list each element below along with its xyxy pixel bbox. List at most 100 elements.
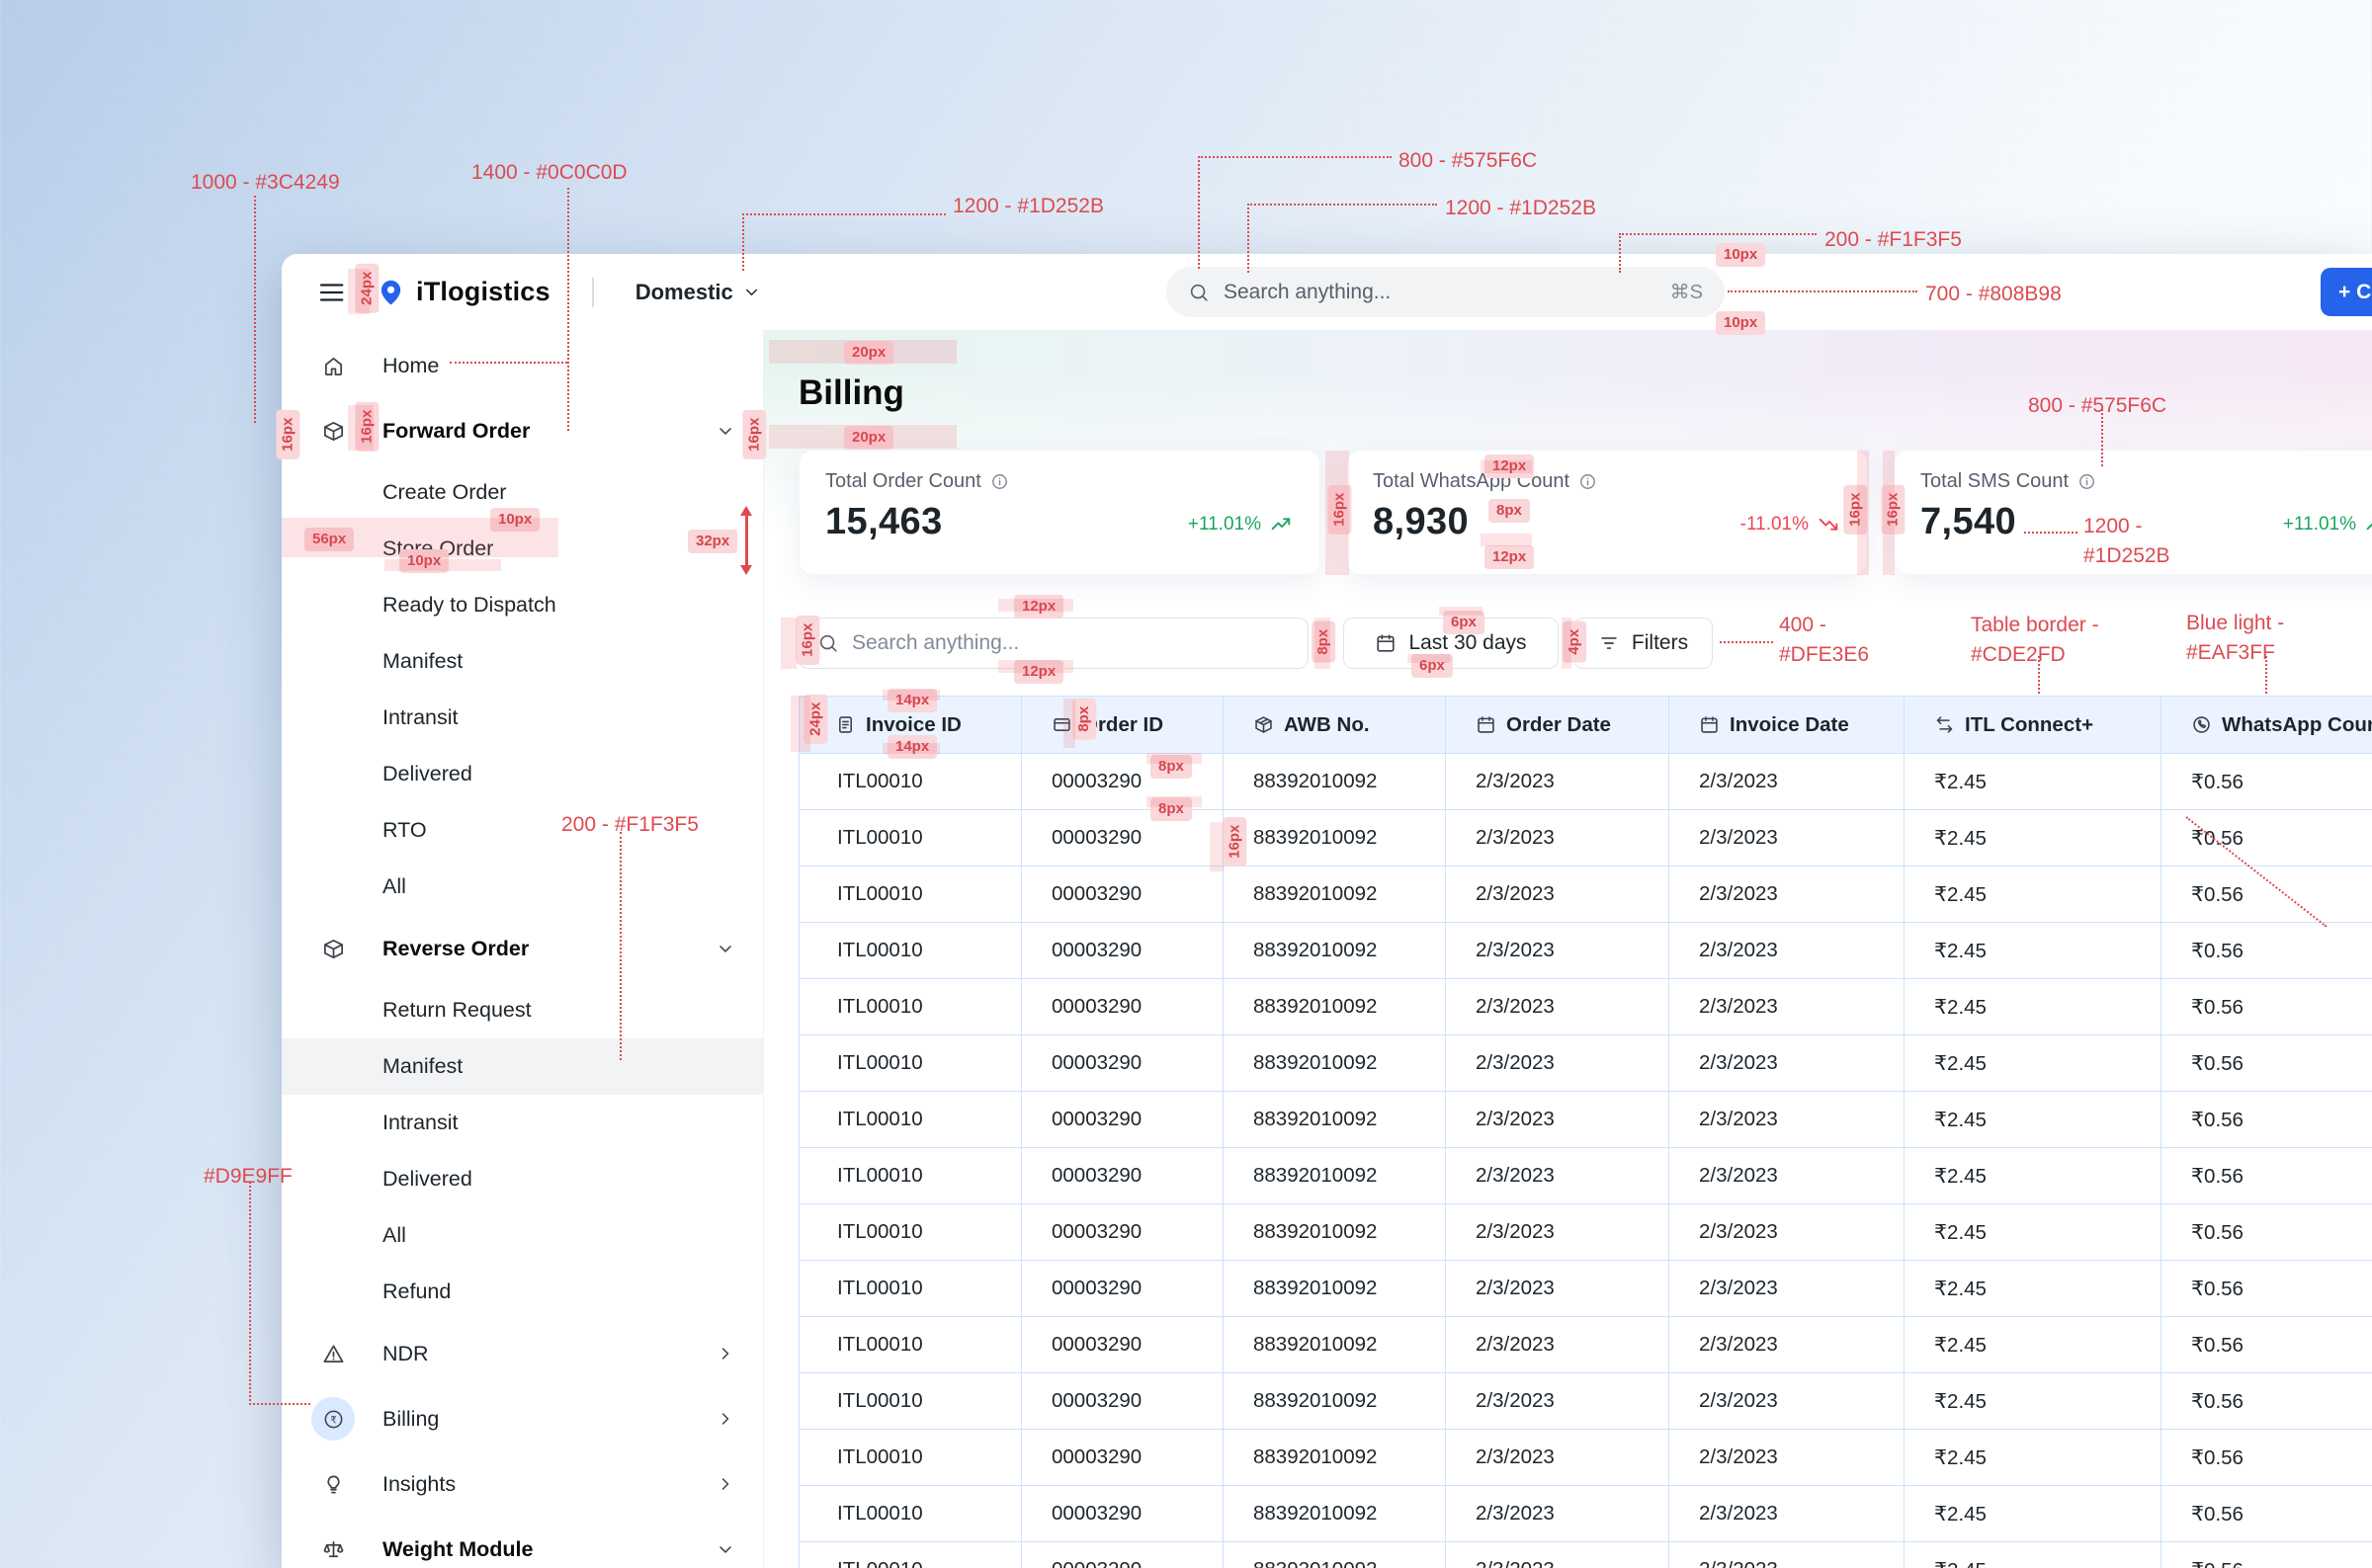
column-header-awb-no[interactable]: AWB No. — [1224, 697, 1446, 753]
cell-invoice-id: ITL00010 — [800, 1542, 1022, 1568]
table-row[interactable]: ITL0001000003290883920100922/3/20232/3/2… — [800, 866, 2372, 922]
date-range-button[interactable]: Last 30 days — [1343, 618, 1559, 669]
column-header-label: Order ID — [1082, 713, 1163, 737]
box-icon — [311, 927, 355, 970]
search-icon — [1188, 282, 1210, 303]
sidebar-item-ready-to-dispatch[interactable]: Ready to Dispatch — [282, 577, 763, 633]
annotation-line — [1619, 233, 1817, 235]
table-row[interactable]: ITL0001000003290883920100922/3/20232/3/2… — [800, 1485, 2372, 1541]
cell-invoice-date: 2/3/2023 — [1669, 979, 1905, 1034]
filters-button[interactable]: Filters — [1573, 618, 1713, 669]
sidebar-item-label: NDR — [382, 1342, 429, 1366]
cell-whatsapp-count: ₹0.56 — [2161, 810, 2372, 866]
brand-logo[interactable]: iTlogistics — [376, 277, 551, 307]
sidebar-item-label: Delivered — [382, 1167, 472, 1192]
column-header-whatsapp-count[interactable]: WhatsApp Count — [2161, 697, 2372, 753]
sidebar-item-home[interactable]: Home — [282, 334, 763, 397]
sidebar-item-create-order[interactable]: Create Order — [282, 464, 763, 521]
table-row[interactable]: ITL0001000003290883920100922/3/20232/3/2… — [800, 1260, 2372, 1316]
annotation-label: 1000 - #3C4249 — [191, 168, 340, 198]
column-header-invoice-id[interactable]: Invoice ID — [800, 697, 1022, 753]
cell-order-id: 00003290 — [1022, 1542, 1224, 1568]
annotation-line — [249, 1182, 251, 1405]
cell-whatsapp-count: ₹0.56 — [2161, 1430, 2372, 1485]
sidebar-item-ndr[interactable]: NDR — [282, 1322, 763, 1385]
sidebar-item-intransit[interactable]: Intransit — [282, 1095, 763, 1151]
sidebar-item-delivered[interactable]: Delivered — [282, 746, 763, 802]
column-header-invoice-date[interactable]: Invoice Date — [1669, 697, 1905, 753]
column-header-order-id[interactable]: Order ID — [1022, 697, 1224, 753]
cell-order-date: 2/3/2023 — [1446, 754, 1669, 809]
cell-order-id: 00003290 — [1022, 754, 1224, 809]
cell-awb-no: 88392010092 — [1224, 1092, 1446, 1147]
filter-icon — [1598, 632, 1620, 654]
sidebar-item-insights[interactable]: Insights — [282, 1452, 763, 1516]
cell-awb-no: 88392010092 — [1224, 1542, 1446, 1568]
global-search-input[interactable]: Search anything... ⌘S — [1166, 267, 1725, 317]
table-row[interactable]: ITL0001000003290883920100922/3/20232/3/2… — [800, 1429, 2372, 1485]
region-selector[interactable]: Domestic — [635, 280, 761, 305]
table-row[interactable]: ITL0001000003290883920100922/3/20232/3/2… — [800, 1372, 2372, 1429]
sidebar-item-reverse-order[interactable]: Reverse Order — [282, 917, 763, 980]
info-icon[interactable] — [2077, 472, 2096, 491]
table-row[interactable]: ITL0001000003290883920100922/3/20232/3/2… — [800, 978, 2372, 1034]
table-row[interactable]: ITL0001000003290883920100922/3/20232/3/2… — [800, 1091, 2372, 1147]
cell-invoice-id: ITL00010 — [800, 810, 1022, 866]
create-button[interactable]: + C — [2321, 268, 2372, 316]
table-row[interactable]: ITL0001000003290883920100922/3/20232/3/2… — [800, 753, 2372, 809]
sidebar-item-delivered[interactable]: Delivered — [282, 1151, 763, 1207]
chevron-down-icon — [716, 421, 735, 441]
sidebar-item-manifest[interactable]: Manifest — [282, 1038, 763, 1095]
stat-card-total-whatsapp-count: Total WhatsApp Count 8,930 -11.01% — [1346, 450, 1868, 575]
column-header-itl-connect[interactable]: ITL Connect+ — [1905, 697, 2161, 753]
table-body: ITL0001000003290883920100922/3/20232/3/2… — [800, 753, 2372, 1568]
table-search-input[interactable]: Search anything... — [799, 618, 1309, 669]
cell-invoice-id: ITL00010 — [800, 1035, 1022, 1091]
region-label: Domestic — [635, 280, 733, 305]
sidebar-item-all[interactable]: All — [282, 859, 763, 915]
cell-invoice-date: 2/3/2023 — [1669, 867, 1905, 922]
sidebar-item-label: Home — [382, 354, 439, 378]
sidebar-item-store-order[interactable]: Store Order — [282, 521, 763, 577]
table-header-row: Invoice ID Order ID AWB No.Order DateInvoi… — [800, 697, 2372, 753]
cell-whatsapp-count: ₹0.56 — [2161, 1542, 2372, 1568]
sidebar-item-rto[interactable]: RTO — [282, 802, 763, 859]
cell-invoice-date: 2/3/2023 — [1669, 1373, 1905, 1429]
cell-order-date: 2/3/2023 — [1446, 810, 1669, 866]
sidebar-item-forward-order[interactable]: Forward Order — [282, 399, 763, 462]
table-row[interactable]: ITL0001000003290883920100922/3/20232/3/2… — [800, 1034, 2372, 1091]
table-row[interactable]: ITL0001000003290883920100922/3/20232/3/2… — [800, 922, 2372, 978]
sidebar-item-intransit[interactable]: Intransit — [282, 690, 763, 746]
info-icon[interactable] — [990, 472, 1009, 491]
trend-up-icon — [1269, 512, 1294, 536]
sidebar-item-weight-module[interactable]: Weight Module — [282, 1518, 763, 1568]
sidebar-item-refund[interactable]: Refund — [282, 1264, 763, 1320]
cell-itl-connect: ₹2.45 — [1905, 1092, 2161, 1147]
sidebar-item-manifest[interactable]: Manifest — [282, 633, 763, 690]
table-search-placeholder: Search anything... — [852, 631, 1019, 655]
cell-invoice-date: 2/3/2023 — [1669, 1317, 1905, 1372]
table-row[interactable]: ITL0001000003290883920100922/3/20232/3/2… — [800, 1203, 2372, 1260]
topbar: iTlogistics Domestic Search anything... … — [282, 254, 2372, 330]
cell-whatsapp-count: ₹0.56 — [2161, 1317, 2372, 1372]
cell-invoice-id: ITL00010 — [800, 923, 1022, 978]
sidebar-item-return-request[interactable]: Return Request — [282, 982, 763, 1038]
menu-icon[interactable] — [316, 278, 346, 307]
stat-cards: Total Order Count 15,463 +11.01% Total W… — [799, 450, 2372, 575]
cell-awb-no: 88392010092 — [1224, 1204, 1446, 1260]
table-row[interactable]: ITL0001000003290883920100922/3/20232/3/2… — [800, 1316, 2372, 1372]
cell-order-date: 2/3/2023 — [1446, 923, 1669, 978]
info-icon[interactable] — [1578, 472, 1597, 491]
stat-card-delta: +11.01% — [2283, 512, 2372, 536]
table-row[interactable]: ITL0001000003290883920100922/3/20232/3/2… — [800, 809, 2372, 866]
table-row[interactable]: ITL0001000003290883920100922/3/20232/3/2… — [800, 1147, 2372, 1203]
cell-whatsapp-count: ₹0.56 — [2161, 1148, 2372, 1203]
sidebar-item-billing[interactable]: ₹Billing — [282, 1387, 763, 1450]
sidebar-item-all[interactable]: All — [282, 1207, 763, 1264]
column-header-order-date[interactable]: Order Date — [1446, 697, 1669, 753]
table-row[interactable]: ITL0001000003290883920100922/3/20232/3/2… — [800, 1541, 2372, 1568]
cell-invoice-id: ITL00010 — [800, 1148, 1022, 1203]
cell-itl-connect: ₹2.45 — [1905, 810, 2161, 866]
cell-itl-connect: ₹2.45 — [1905, 923, 2161, 978]
stat-card-delta: +11.01% — [1188, 512, 1294, 536]
